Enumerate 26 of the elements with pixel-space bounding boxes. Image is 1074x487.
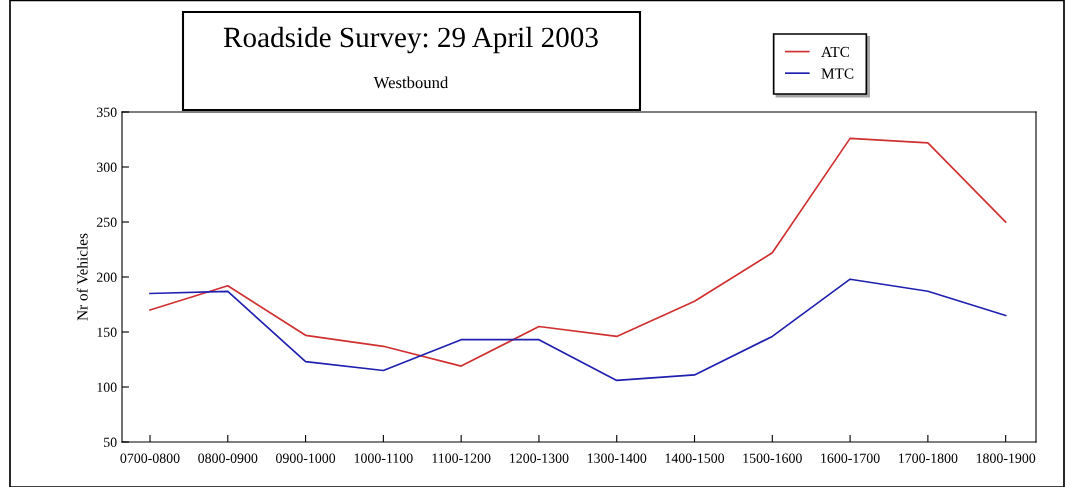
y-tick-label: 150 <box>97 327 117 337</box>
line-series <box>149 137 1007 367</box>
y-tick-label: 50 <box>104 437 117 447</box>
y-axis-title: Nr of Vehicles <box>76 233 88 321</box>
y-tick-label: 250 <box>96 217 117 227</box>
x-tick-label: 1400-1500 <box>665 453 725 463</box>
x-tick-label: 1800-1900 <box>976 453 1036 463</box>
y-tick-label: 100 <box>97 382 117 392</box>
chart-title: Roadside Survey: 29 April 2003 <box>223 26 598 54</box>
line-series <box>149 278 1007 382</box>
legend-label: MTC <box>821 68 854 79</box>
x-tick-label: 1300-1400 <box>587 453 647 463</box>
x-tick-label: 1000-1100 <box>354 453 413 463</box>
x-tick-label: 0900-1000 <box>276 453 336 463</box>
y-tick-label: 350 <box>96 107 117 117</box>
y-tick-label: 200 <box>96 272 117 282</box>
x-tick-label: 1700-1800 <box>899 453 958 463</box>
chart-subtitle: Westbound <box>373 76 449 89</box>
legend-label: ATC <box>821 46 850 58</box>
x-tick-label: 1100-1200 <box>432 453 491 463</box>
y-tick-label: 300 <box>96 162 117 172</box>
x-tick-label: 1600-1700 <box>821 453 880 463</box>
x-tick-label: 1500-1600 <box>743 453 802 463</box>
x-tick-label: 1200-1300 <box>510 453 569 463</box>
x-tick-label: 0800-0900 <box>198 453 258 463</box>
x-tick-label: 0700-0800 <box>120 453 180 463</box>
